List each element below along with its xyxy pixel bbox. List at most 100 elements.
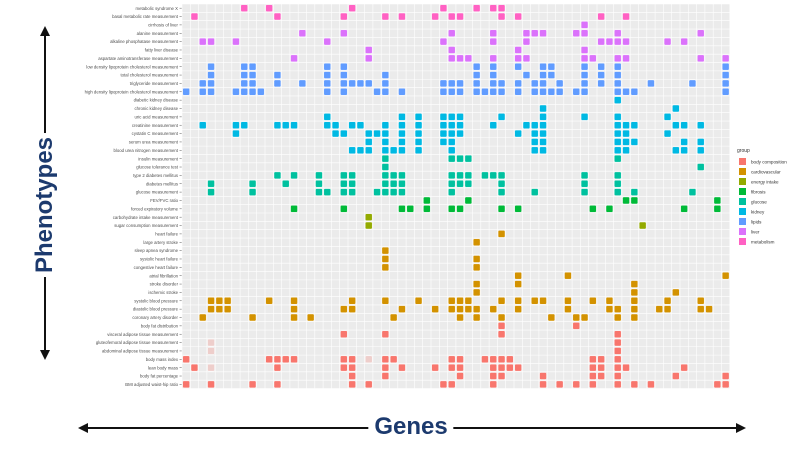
row-label: serum urea measurement (129, 140, 179, 145)
heatmap-cell-lipids (473, 88, 481, 96)
heatmap-cell-cardiovascular (207, 305, 215, 313)
heatmap-cell-lipids (439, 88, 448, 96)
row-label: triglyceride measurement (130, 81, 179, 86)
row-label: atrial fibrillation (149, 273, 178, 278)
legend-swatch (739, 228, 746, 235)
heatmap-cell-lipids (597, 71, 605, 79)
heatmap-cell-lipids (614, 79, 622, 88)
heatmap-cell-kidney (232, 121, 240, 129)
row-label: sleep apnea syndrome (135, 248, 179, 253)
heatmap-cell-fibrosis (423, 196, 431, 205)
heatmap-cell-lipids (273, 79, 282, 88)
heatmap-cell-glucose (315, 180, 323, 188)
heatmap-cell-glucose (315, 171, 323, 180)
heatmap-cell-kidney (622, 129, 630, 138)
heatmap-cell-kidney (356, 146, 365, 154)
row-label: coronary artery disorder (132, 315, 178, 320)
heatmap-cell-lipids (722, 71, 730, 79)
heatmap-cell-body-composition (614, 355, 622, 363)
heatmap-cell-body-composition (398, 363, 406, 372)
heatmap-cell-glucose (580, 188, 589, 196)
heatmap-cell-lipids (473, 71, 481, 79)
row-label: blood urea nitrogen measurement (114, 148, 179, 153)
heatmap-cell-kidney (531, 129, 539, 138)
row-label: abdominal adipose tissue measurement (102, 349, 179, 354)
heatmap-cell-body-composition (497, 322, 506, 330)
row-label: large artery stroke (143, 240, 178, 245)
heatmap-cell-liver (522, 54, 531, 63)
heatmap-cell-body-composition (207, 347, 215, 355)
legend-swatch (739, 158, 746, 165)
heatmap-cell-lipids (248, 88, 257, 96)
heatmap-cell-body-composition (448, 380, 456, 389)
heatmap-cell-cardiovascular (630, 305, 639, 313)
heatmap-cell-fibrosis (605, 205, 614, 213)
heatmap-cell-cardiovascular (431, 305, 439, 313)
heatmap-cell-liver (614, 37, 622, 46)
heatmap-cell-liver (464, 54, 472, 63)
heatmap-cell-lipids (522, 71, 531, 79)
heatmap-cell-fibrosis (448, 205, 456, 213)
legend-swatch (739, 168, 746, 175)
heatmap-cell-cardiovascular (630, 297, 639, 305)
heatmap-cell-kidney (398, 138, 406, 146)
heatmap-cell-cardiovascular (290, 297, 298, 305)
heatmap-cell-kidney (672, 104, 680, 113)
heatmap-cell-body-composition (614, 338, 622, 347)
heatmap-cell-glucose (614, 154, 622, 163)
row-label: alkaline phosphatase measurement (110, 39, 179, 44)
heatmap-cell-body-composition (273, 355, 282, 363)
heatmap-cell-kidney (614, 96, 622, 104)
heatmap-cell-lipids (248, 79, 257, 88)
row-labels: metabolic syndrome X basal metabolic rate… (85, 6, 182, 387)
row-label: diabetic kidney disease (134, 98, 179, 103)
heatmap-cell-body-composition (348, 355, 356, 363)
heatmap-cell-metabolism (431, 12, 439, 21)
heatmap-cell-cardiovascular (199, 313, 207, 322)
heatmap-cell-kidney (398, 121, 406, 129)
heatmap-cell-liver (448, 29, 456, 37)
heatmap-cell-lipids (722, 79, 730, 88)
heatmap-cell-liver (522, 29, 531, 37)
heatmap-cell-glucose (448, 180, 456, 188)
heatmap-cell-cardiovascular (614, 313, 622, 322)
row-label: uric acid measurement (135, 114, 179, 119)
heatmap-cell-fibrosis (464, 196, 472, 205)
heatmap-cell-kidney (340, 129, 348, 138)
legend-label: liver (751, 230, 760, 235)
heatmap-cell-lipids (597, 63, 605, 71)
heatmap-cell-cardiovascular (580, 313, 589, 322)
heatmap-cell-lipids (481, 88, 489, 96)
heatmap-cell-body-composition (348, 363, 356, 372)
heatmap-cell-glucose (340, 180, 348, 188)
heatmap-cell-body-composition (572, 380, 580, 389)
heatmap-cell-lipids (240, 79, 248, 88)
heatmap-cell-liver (697, 29, 705, 37)
heatmap-cell-body-composition (381, 363, 389, 372)
heatmap-cell-cardiovascular (514, 305, 522, 313)
heatmap-cell-kidney (273, 121, 282, 129)
heatmap-cell-metabolism (439, 4, 448, 12)
heatmap-cell-metabolism (597, 12, 605, 21)
heatmap-cell-lipids (398, 88, 406, 96)
heatmap-cell-cardiovascular (697, 305, 705, 313)
heatmap-cell-body-composition (506, 355, 514, 363)
heatmap-cell-lipids (614, 88, 622, 96)
heatmap-cell-liver (489, 29, 497, 37)
heatmap-cell-glucose (381, 188, 389, 196)
heatmap-cell-glucose (489, 171, 497, 180)
heatmap-cell-lipids (381, 79, 389, 88)
heatmap-cell-kidney (663, 113, 672, 121)
heatmap-cell-body-composition (614, 330, 622, 338)
heatmap-cell-cardiovascular (531, 297, 539, 305)
heatmap-cell-kidney (414, 146, 423, 154)
heatmap-cell-kidney (290, 121, 298, 129)
heatmap-cell-lipids (597, 79, 605, 88)
heatmap-cell-body-composition (365, 380, 373, 389)
heatmap-cell-lipids (273, 71, 282, 79)
heatmap-cell-glucose (464, 180, 472, 188)
heatmap-cell-glucose (390, 188, 398, 196)
heatmap-cell-body-composition (647, 380, 655, 389)
legend-label: energy intake (751, 180, 779, 185)
